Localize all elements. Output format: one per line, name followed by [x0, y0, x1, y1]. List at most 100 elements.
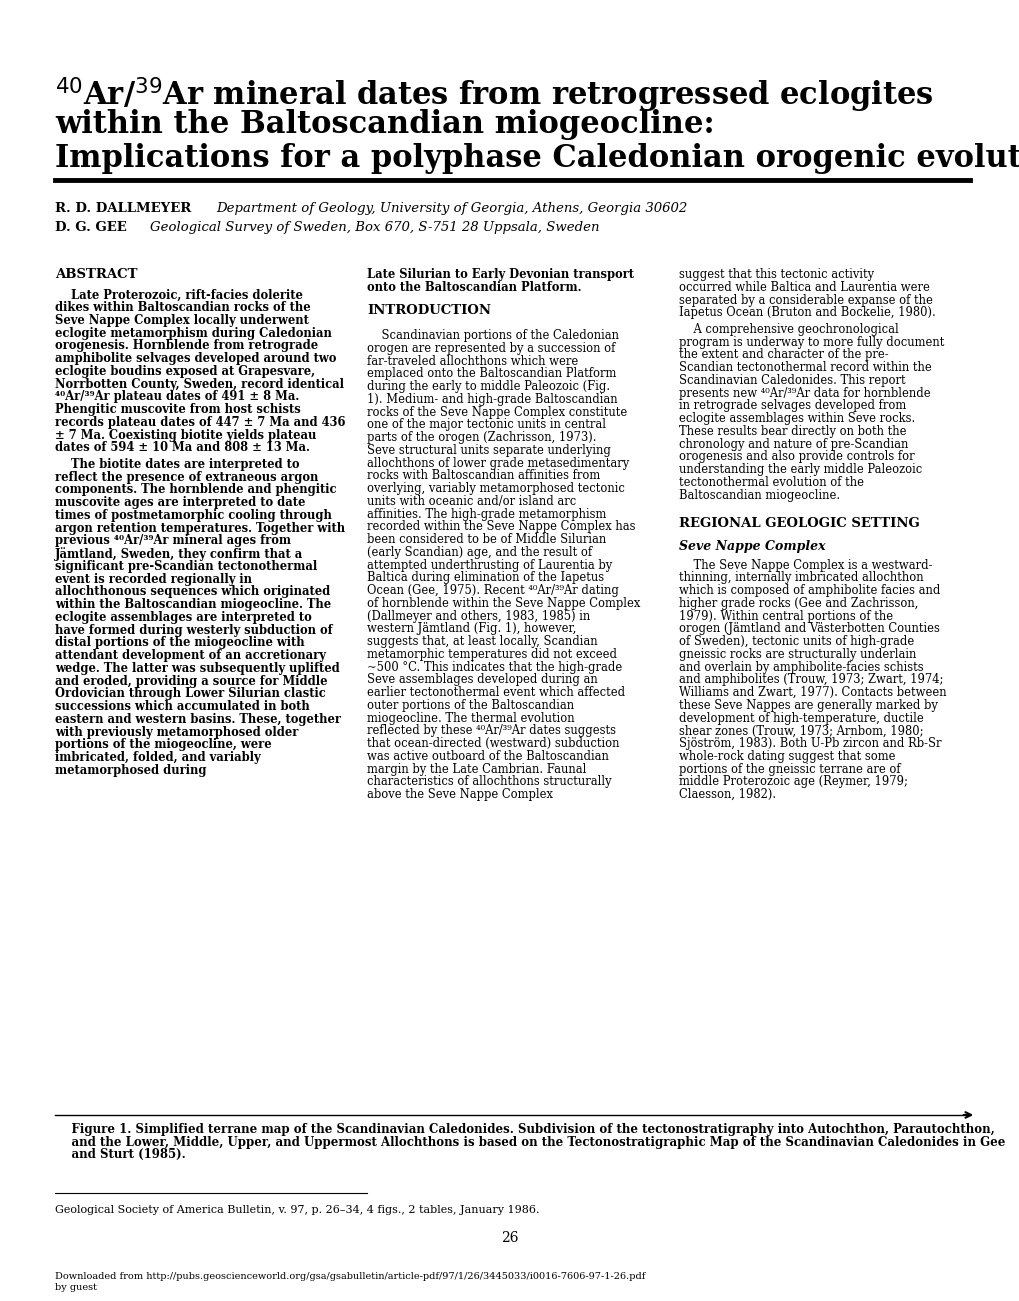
Text: wedge. The latter was subsequently uplifted: wedge. The latter was subsequently uplif…	[55, 662, 339, 675]
Text: in retrograde selvages developed from: in retrograde selvages developed from	[679, 399, 906, 412]
Text: during the early to middle Paleozoic (Fig.: during the early to middle Paleozoic (Fi…	[367, 380, 609, 393]
Text: shear zones (Trouw, 1973; Arnbom, 1980;: shear zones (Trouw, 1973; Arnbom, 1980;	[679, 725, 923, 738]
Text: been considered to be of Middle Silurian: been considered to be of Middle Silurian	[367, 533, 606, 546]
Text: components. The hornblende and phengitic: components. The hornblende and phengitic	[55, 484, 336, 497]
Text: orogenesis and also provide controls for: orogenesis and also provide controls for	[679, 450, 914, 463]
Text: Late Silurian to Early Devonian transport: Late Silurian to Early Devonian transpor…	[367, 268, 634, 281]
Text: allochthonous sequences which originated: allochthonous sequences which originated	[55, 585, 330, 598]
Text: muscovite ages are interpreted to date: muscovite ages are interpreted to date	[55, 496, 305, 509]
Text: occurred while Baltica and Laurentia were: occurred while Baltica and Laurentia wer…	[679, 281, 929, 294]
Text: thinning, internally imbricated allochthon: thinning, internally imbricated allochth…	[679, 571, 923, 584]
Text: (early Scandian) age, and the result of: (early Scandian) age, and the result of	[367, 546, 592, 559]
Text: and eroded, providing a source for Middle: and eroded, providing a source for Middl…	[55, 675, 327, 688]
Text: Jämtland, Sweden, they confirm that a: Jämtland, Sweden, they confirm that a	[55, 548, 303, 561]
Text: emplaced onto the Baltoscandian Platform: emplaced onto the Baltoscandian Platform	[367, 367, 615, 380]
Text: orogen (Jämtland and Västerbotten Counties: orogen (Jämtland and Västerbotten Counti…	[679, 622, 940, 635]
Text: suggest that this tectonic activity: suggest that this tectonic activity	[679, 268, 873, 281]
Text: program is underway to more fully document: program is underway to more fully docume…	[679, 336, 944, 349]
Text: eclogite boudins exposed at Grapesvare,: eclogite boudins exposed at Grapesvare,	[55, 364, 315, 377]
Text: (Dallmeyer and others, 1983, 1985) in: (Dallmeyer and others, 1983, 1985) in	[367, 610, 590, 623]
Text: understanding the early middle Paleozoic: understanding the early middle Paleozoic	[679, 463, 921, 476]
Text: A comprehensive geochronological: A comprehensive geochronological	[679, 323, 898, 336]
Text: successions which accumulated in both: successions which accumulated in both	[55, 700, 310, 713]
Text: dikes within Baltoscandian rocks of the: dikes within Baltoscandian rocks of the	[55, 301, 311, 314]
Text: Phengitic muscovite from host schists: Phengitic muscovite from host schists	[55, 403, 301, 416]
Text: earlier tectonothermal event which affected: earlier tectonothermal event which affec…	[367, 686, 625, 699]
Text: above the Seve Nappe Complex: above the Seve Nappe Complex	[367, 788, 552, 801]
Text: Geological Survey of Sweden, Box 670, S-751 28 Uppsala, Sweden: Geological Survey of Sweden, Box 670, S-…	[150, 221, 599, 234]
Text: dates of 594 ± 10 Ma and 808 ± 13 Ma.: dates of 594 ± 10 Ma and 808 ± 13 Ma.	[55, 441, 310, 454]
Text: suggests that, at least locally, Scandian: suggests that, at least locally, Scandia…	[367, 635, 597, 648]
Text: higher grade rocks (Gee and Zachrisson,: higher grade rocks (Gee and Zachrisson,	[679, 597, 918, 610]
Text: eclogite assemblages are interpreted to: eclogite assemblages are interpreted to	[55, 611, 312, 624]
Text: times of postmetamorphic cooling through: times of postmetamorphic cooling through	[55, 509, 331, 522]
Text: ~500 °C. This indicates that the high-grade: ~500 °C. This indicates that the high-gr…	[367, 661, 622, 674]
Text: 26: 26	[500, 1231, 519, 1245]
Text: Iapetus Ocean (Bruton and Bockelie, 1980).: Iapetus Ocean (Bruton and Bockelie, 1980…	[679, 306, 935, 319]
Text: by guest: by guest	[55, 1283, 97, 1292]
Text: with previously metamorphosed older: with previously metamorphosed older	[55, 726, 299, 739]
Text: orogen are represented by a succession of: orogen are represented by a succession o…	[367, 342, 615, 355]
Text: and overlain by amphibolite-facies schists: and overlain by amphibolite-facies schis…	[679, 661, 923, 674]
Text: metamorphic temperatures did not exceed: metamorphic temperatures did not exceed	[367, 648, 616, 661]
Text: The biotite dates are interpreted to: The biotite dates are interpreted to	[55, 458, 300, 471]
Text: units with oceanic and/or island arc: units with oceanic and/or island arc	[367, 494, 576, 507]
Text: have formed during westerly subduction of: have formed during westerly subduction o…	[55, 623, 332, 636]
Text: recorded within the Seve Nappe Complex has: recorded within the Seve Nappe Complex h…	[367, 520, 635, 533]
Text: event is recorded regionally in: event is recorded regionally in	[55, 572, 252, 585]
Text: Figure 1. Simplified terrane map of the Scandinavian Caledonides. Subdivision of: Figure 1. Simplified terrane map of the …	[55, 1123, 994, 1136]
Text: portions of the miogeocline, were: portions of the miogeocline, were	[55, 739, 271, 752]
Text: amphibolite selvages developed around two: amphibolite selvages developed around tw…	[55, 353, 336, 366]
Text: orogenesis. Hornblende from retrograde: orogenesis. Hornblende from retrograde	[55, 340, 318, 353]
Text: Geological Society of America Bulletin, v. 97, p. 26–34, 4 figs., 2 tables, Janu: Geological Society of America Bulletin, …	[55, 1205, 539, 1215]
Text: and Sturt (1985).: and Sturt (1985).	[55, 1149, 185, 1162]
Text: Williams and Zwart, 1977). Contacts between: Williams and Zwart, 1977). Contacts betw…	[679, 686, 946, 699]
Text: Sjöström, 1983). Both U-Pb zircon and Rb-Sr: Sjöström, 1983). Both U-Pb zircon and Rb…	[679, 738, 941, 751]
Text: Late Proterozoic, rift-facies dolerite: Late Proterozoic, rift-facies dolerite	[55, 289, 303, 302]
Text: rocks with Baltoscandian affinities from: rocks with Baltoscandian affinities from	[367, 470, 600, 483]
Text: previous ⁴⁰Ar/³⁹Ar mineral ages from: previous ⁴⁰Ar/³⁹Ar mineral ages from	[55, 535, 290, 548]
Text: Seve assemblages developed during an: Seve assemblages developed during an	[367, 674, 597, 687]
Text: ± 7 Ma. Coexisting biotite yields plateau: ± 7 Ma. Coexisting biotite yields platea…	[55, 428, 316, 441]
Text: tectonothermal evolution of the: tectonothermal evolution of the	[679, 476, 863, 489]
Text: whole-rock dating suggest that some: whole-rock dating suggest that some	[679, 749, 895, 762]
Text: eclogite metamorphism during Caledonian: eclogite metamorphism during Caledonian	[55, 327, 331, 340]
Text: records plateau dates of 447 ± 7 Ma and 436: records plateau dates of 447 ± 7 Ma and …	[55, 416, 345, 429]
Text: of Sweden), tectonic units of high-grade: of Sweden), tectonic units of high-grade	[679, 635, 914, 648]
Text: presents new ⁴⁰Ar/³⁹Ar data for hornblende: presents new ⁴⁰Ar/³⁹Ar data for hornblen…	[679, 386, 930, 399]
Text: Baltoscandian miogeocline.: Baltoscandian miogeocline.	[679, 489, 840, 502]
Text: argon retention temperatures. Together with: argon retention temperatures. Together w…	[55, 522, 344, 535]
Text: allochthons of lower grade metasedimentary: allochthons of lower grade metasedimenta…	[367, 457, 629, 470]
Text: parts of the orogen (Zachrisson, 1973).: parts of the orogen (Zachrisson, 1973).	[367, 431, 596, 444]
Text: Seve Nappe Complex locally underwent: Seve Nappe Complex locally underwent	[55, 314, 309, 327]
Text: one of the major tectonic units in central: one of the major tectonic units in centr…	[367, 419, 605, 432]
Text: Scandian tectonothermal record within the: Scandian tectonothermal record within th…	[679, 362, 931, 375]
Text: rocks of the Seve Nappe Complex constitute: rocks of the Seve Nappe Complex constitu…	[367, 406, 627, 419]
Text: Claesson, 1982).: Claesson, 1982).	[679, 788, 775, 801]
Text: far-traveled allochthons which were: far-traveled allochthons which were	[367, 355, 578, 368]
Text: western Jämtland (Fig. 1), however,: western Jämtland (Fig. 1), however,	[367, 622, 576, 635]
Text: these Seve Nappes are generally marked by: these Seve Nappes are generally marked b…	[679, 699, 937, 712]
Text: $^{40}$Ar/$^{39}$Ar mineral dates from retrogressed eclogites: $^{40}$Ar/$^{39}$Ar mineral dates from r…	[55, 75, 933, 114]
Text: reflect the presence of extraneous argon: reflect the presence of extraneous argon	[55, 471, 318, 484]
Text: middle Proterozoic age (Reymer, 1979;: middle Proterozoic age (Reymer, 1979;	[679, 775, 907, 788]
Text: outer portions of the Baltoscandian: outer portions of the Baltoscandian	[367, 699, 574, 712]
Text: Baltica during elimination of the Iapetus: Baltica during elimination of the Iapetu…	[367, 571, 603, 584]
Text: metamorphosed during: metamorphosed during	[55, 764, 207, 777]
Text: was active outboard of the Baltoscandian: was active outboard of the Baltoscandian	[367, 749, 608, 762]
Text: significant pre-Scandian tectonothermal: significant pre-Scandian tectonothermal	[55, 559, 317, 572]
Text: Implications for a polyphase Caledonian orogenic evolution: Implications for a polyphase Caledonian …	[55, 143, 1019, 174]
Text: INTRODUCTION: INTRODUCTION	[367, 303, 491, 316]
Text: affinities. The high-grade metamorphism: affinities. The high-grade metamorphism	[367, 507, 606, 520]
Text: separated by a considerable expanse of the: separated by a considerable expanse of t…	[679, 294, 932, 307]
Text: onto the Baltoscandian Platform.: onto the Baltoscandian Platform.	[367, 281, 581, 294]
Text: miogeocline. The thermal evolution: miogeocline. The thermal evolution	[367, 712, 575, 725]
Text: 1). Medium- and high-grade Baltoscandian: 1). Medium- and high-grade Baltoscandian	[367, 393, 618, 406]
Text: Scandinavian Caledonides. This report: Scandinavian Caledonides. This report	[679, 373, 905, 386]
Text: gneissic rocks are structurally underlain: gneissic rocks are structurally underlai…	[679, 648, 916, 661]
Text: attempted underthrusting of Laurentia by: attempted underthrusting of Laurentia by	[367, 558, 611, 571]
Text: Norrbotten County, Sweden, record identical: Norrbotten County, Sweden, record identi…	[55, 377, 343, 390]
Text: ⁴⁰Ar/³⁹Ar plateau dates of 491 ± 8 Ma.: ⁴⁰Ar/³⁹Ar plateau dates of 491 ± 8 Ma.	[55, 390, 299, 403]
Text: development of high-temperature, ductile: development of high-temperature, ductile	[679, 712, 923, 725]
Text: within the Baltoscandian miogeocline. The: within the Baltoscandian miogeocline. Th…	[55, 598, 331, 611]
